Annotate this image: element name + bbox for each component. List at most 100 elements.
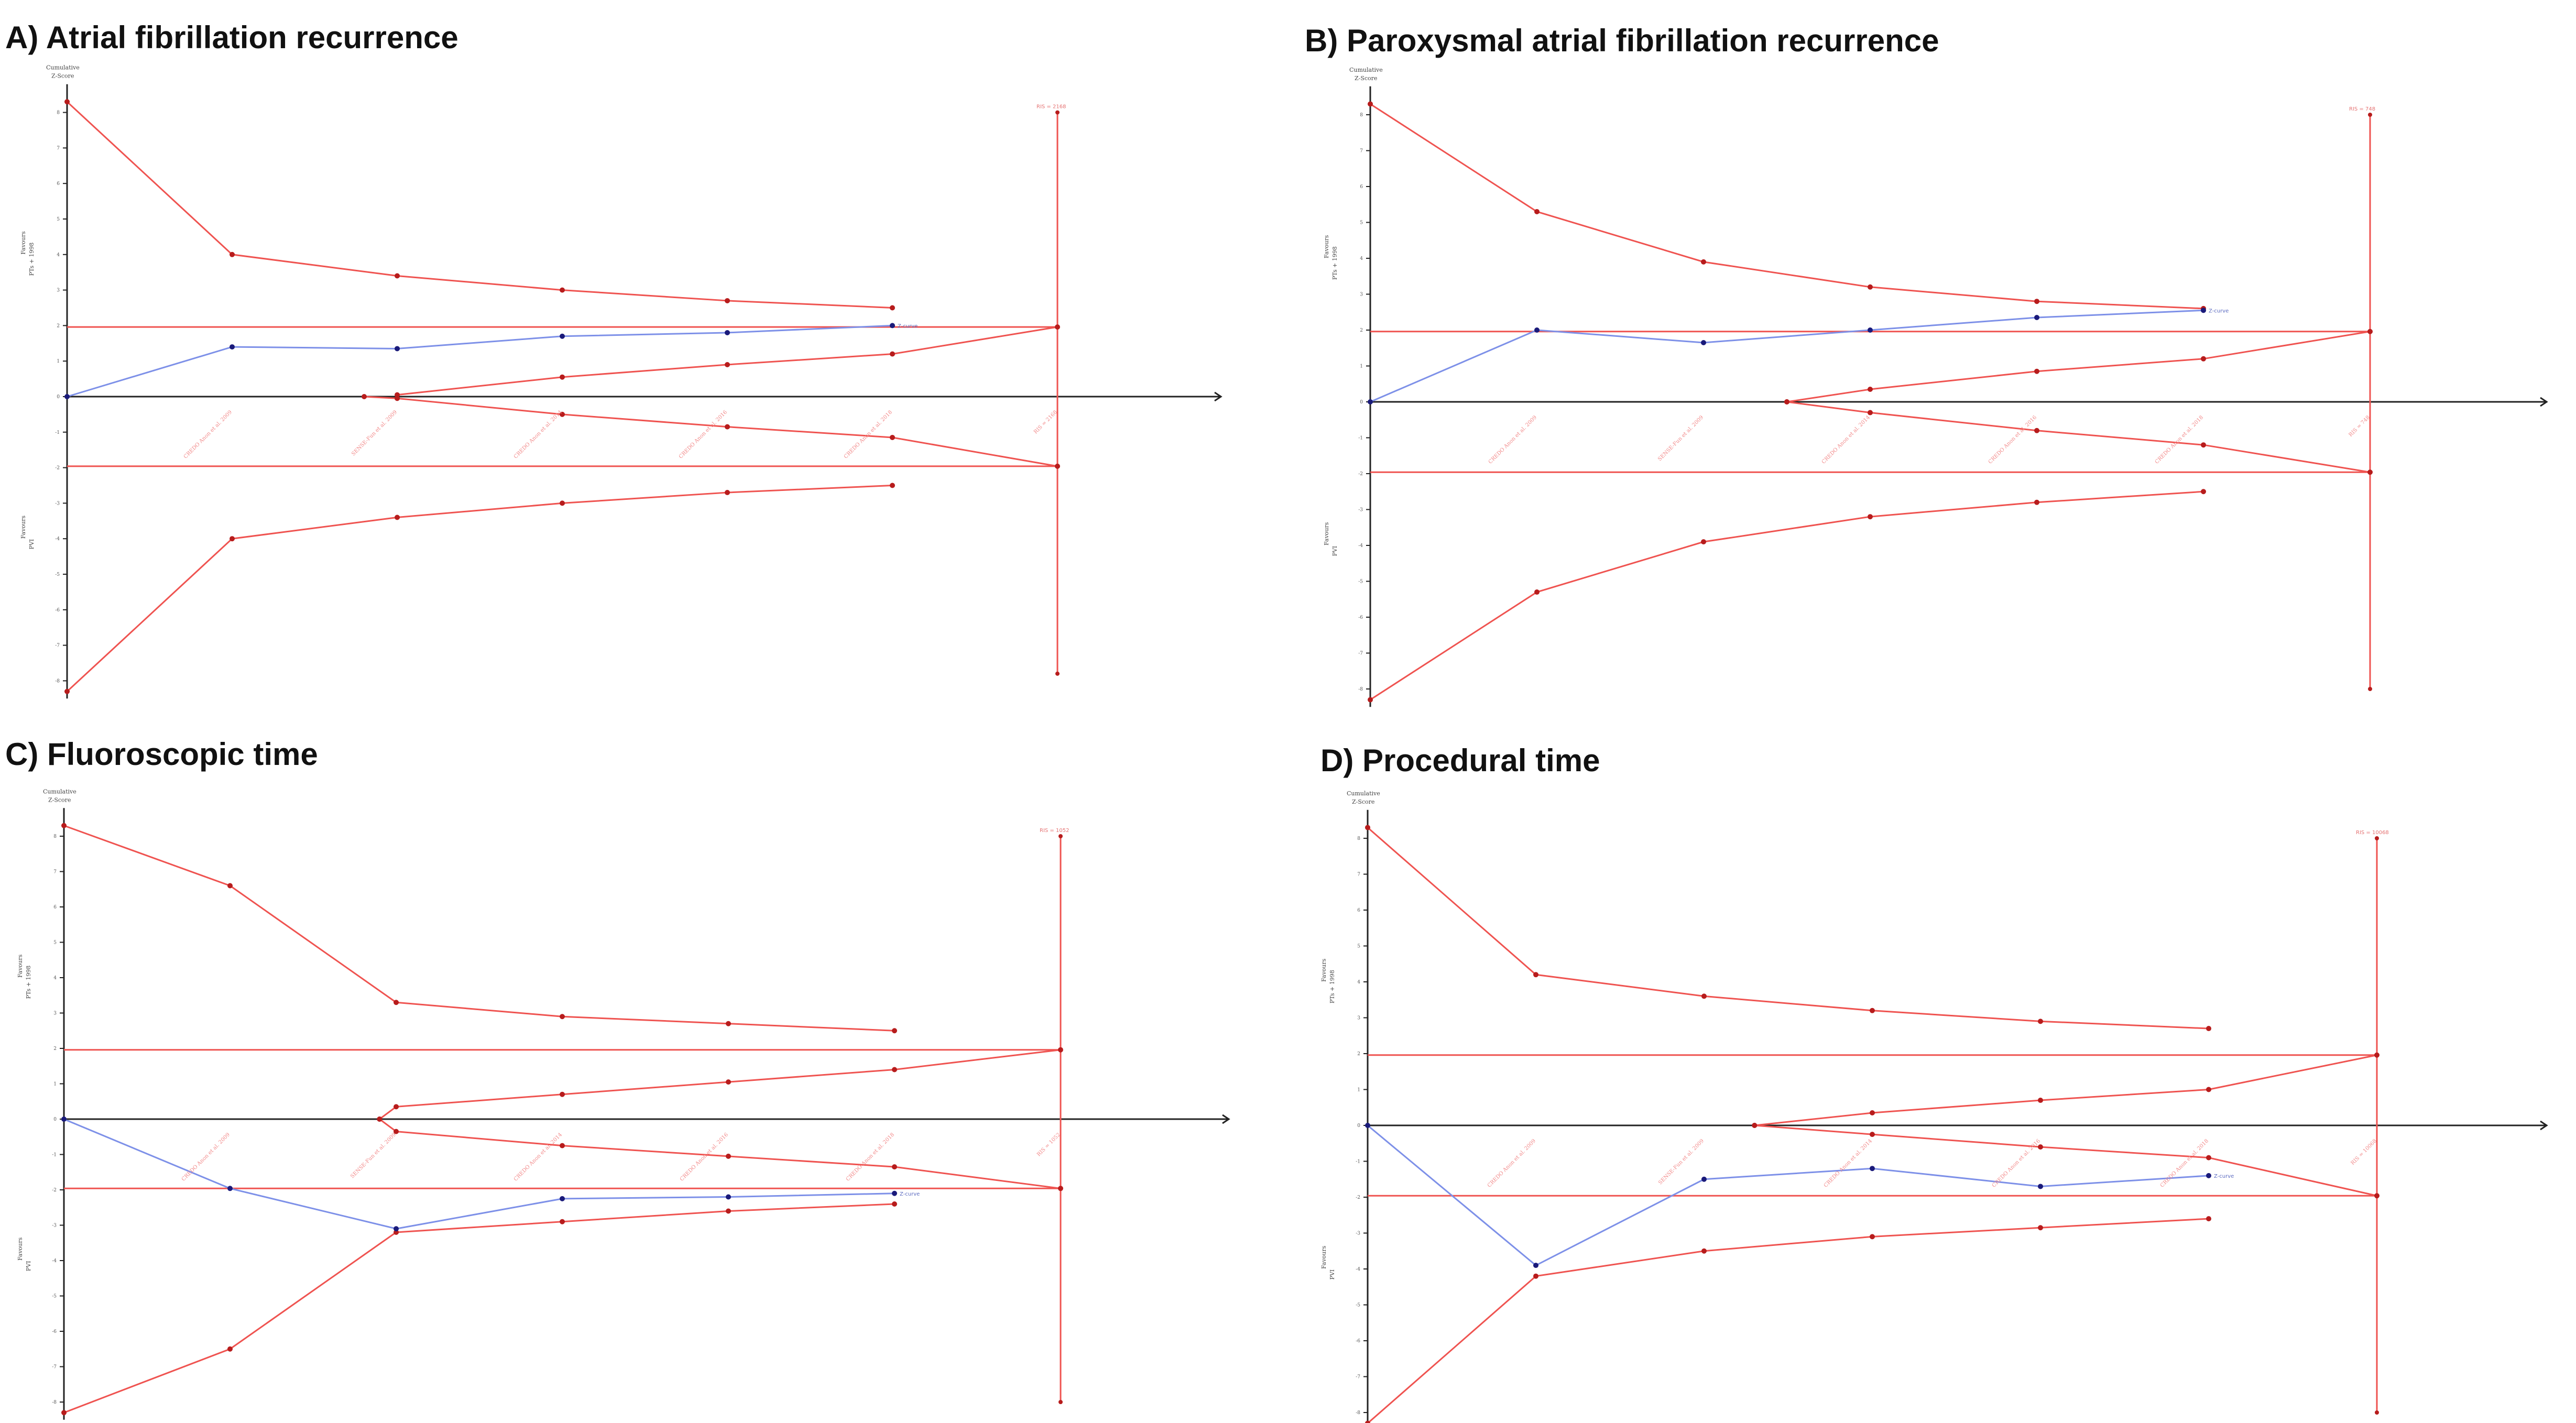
panel-c-z-curve-point bbox=[227, 1186, 233, 1191]
panel-a-z-curve-point bbox=[395, 346, 400, 352]
panel-d-futility-lower-point bbox=[2206, 1155, 2211, 1161]
panel-d-lower-boundary-point bbox=[1365, 1420, 1370, 1423]
panel-d-futility-upper-line bbox=[1754, 1054, 2377, 1126]
panel-d-y-tick-label: 6 bbox=[1357, 908, 1360, 913]
panel-c-favours-lower-sub: PVI bbox=[25, 1261, 32, 1272]
panel-c-cumulative-label: Cumulative bbox=[43, 788, 77, 795]
panel-b-trial-label: SENSE-Fun et al. 2009 bbox=[1657, 414, 1705, 462]
panel-b-lower-boundary-line bbox=[1370, 490, 2204, 700]
panel-b-futility-lower-point bbox=[2201, 442, 2206, 448]
panel-d-favours-upper-sub: PTs + 1998 bbox=[1329, 970, 1336, 1003]
panel-b-y-tick-label: 7 bbox=[1360, 149, 1363, 154]
panel-c-y-tick-label: 5 bbox=[53, 940, 57, 946]
panel-c-z-curve-line bbox=[63, 1118, 895, 1230]
panel-a-futility-lower-point bbox=[362, 394, 367, 399]
panel-c-futility-lower-point bbox=[1058, 1186, 1063, 1191]
panel-d-lower-boundary-point bbox=[1533, 1273, 1538, 1279]
panel-c-lower-boundary-point bbox=[61, 1410, 67, 1416]
panel-a-trial-label: SENSE-Fun et al. 2009 bbox=[351, 409, 398, 457]
panel-d-ris-label: RIS = 10068 bbox=[2356, 830, 2389, 836]
panel-b-lower-boundary-point bbox=[1534, 589, 1540, 595]
panel-a-favours-lower-sub: PVI bbox=[28, 539, 35, 550]
panel-a-z-curve-line bbox=[67, 324, 893, 398]
panel-d-futility-lower-point bbox=[1870, 1132, 1875, 1137]
panel-d-y-tick-label: 2 bbox=[1357, 1052, 1360, 1057]
panel-b-futility-lower-point bbox=[1868, 410, 1873, 415]
panel-b-y-tick-label: -5 bbox=[1358, 579, 1363, 585]
panel-c-trial-label: CREDO Anon et al. 2014 bbox=[513, 1132, 563, 1182]
panel-c-lower-boundary-point bbox=[892, 1201, 897, 1207]
panel-c-upper-boundary-point bbox=[892, 1028, 897, 1034]
panel-c-trial-label: SENSE-Fun et al. 2009 bbox=[350, 1132, 397, 1179]
panel-d-z-curve-line bbox=[1367, 1124, 2209, 1266]
panel-c-z-curve-point bbox=[892, 1190, 897, 1196]
panel-b-y-tick-label: 4 bbox=[1360, 256, 1363, 261]
panel-a-z-curve-point bbox=[230, 344, 235, 350]
panel-c-y-tick-label: -8 bbox=[52, 1400, 57, 1405]
panel-a-y-tick-label: -3 bbox=[55, 501, 60, 506]
panel-c-upper-boundary-point bbox=[726, 1021, 731, 1026]
panel-d-y-tick-label: -2 bbox=[1356, 1195, 1360, 1200]
panel-a-futility-upper-point bbox=[725, 362, 730, 367]
panel-d-futility-upper-point bbox=[2206, 1087, 2211, 1092]
panel-d-z-curve-point bbox=[1701, 1176, 1707, 1182]
panel-a-z-curve-point bbox=[64, 394, 70, 399]
panel-c-ris-axis-label: RIS = 1052 bbox=[1036, 1132, 1062, 1157]
panel-d-trial-label: CREDO Anon et al. 2018 bbox=[2159, 1138, 2210, 1188]
panel-d-z-curve-label: Z-curve bbox=[2214, 1174, 2234, 1179]
panel-a-lower-boundary-point bbox=[230, 536, 235, 542]
panel-a-lower-boundary-line bbox=[66, 485, 893, 692]
panel-b-ris-top-point bbox=[2368, 113, 2372, 117]
panel-c-z-curve-point bbox=[394, 1226, 399, 1232]
panel-d-z-curve-point bbox=[2206, 1173, 2211, 1178]
panel-b-z-curve-point bbox=[1368, 399, 1373, 404]
panel-d-ris-axis-label: RIS = 10068 bbox=[2350, 1138, 2378, 1166]
panel-b-y-tick-label: 6 bbox=[1360, 184, 1363, 190]
panel-a-lower-boundary-point bbox=[560, 500, 565, 506]
panel-c-y-tick-label: 4 bbox=[53, 976, 57, 981]
panel-a-z-curve-point bbox=[560, 333, 565, 339]
panel-b-z-curve-point bbox=[1534, 327, 1540, 333]
panel-a-trial-label: CREDO Anon et al. 2009 bbox=[183, 409, 233, 459]
panel-b-lower-boundary-point bbox=[2034, 499, 2039, 505]
panel-a-futility-lower-point bbox=[725, 424, 730, 430]
panel-c-zscore-label: Z-Score bbox=[48, 796, 71, 803]
panel-a-futility-lower-point bbox=[560, 411, 565, 417]
panel-c-ris-label: RIS = 1052 bbox=[1040, 828, 1069, 834]
panel-b-upper-boundary-point bbox=[1701, 259, 1706, 265]
panel-d-z-curve-point bbox=[1533, 1263, 1538, 1268]
panel-d-futility-lower-point bbox=[1752, 1123, 1758, 1128]
panel-a-upper-boundary-point bbox=[560, 287, 565, 293]
panel-b-title: B) Paroxysmal atrial fibrillation recurr… bbox=[1305, 23, 1939, 58]
panel-c-futility-lower-point bbox=[892, 1164, 897, 1170]
panel-c-y-tick-label: 6 bbox=[53, 905, 57, 910]
panel-c: C) Fluoroscopic time -8 -7 -6 -5 -4 -3 -2 -1 0 1 2… bbox=[5, 737, 1230, 1420]
panel-a-z-curve-point bbox=[725, 330, 730, 335]
panel-c-futility-upper-point bbox=[560, 1091, 565, 1097]
panel-b-z-curve-point bbox=[2034, 315, 2039, 321]
panel-a-zscore-label: Z-Score bbox=[51, 73, 74, 80]
panel-a-y-tick-label: 7 bbox=[57, 146, 60, 151]
panel-c-y-tick-label: -2 bbox=[52, 1188, 57, 1193]
panel-d-y-tick-label: -4 bbox=[1356, 1267, 1360, 1272]
panel-c-y-tick-label: -1 bbox=[52, 1153, 57, 1158]
panel-a-upper-boundary-point bbox=[890, 305, 895, 311]
panel-a-y-tick-label: 1 bbox=[57, 359, 60, 364]
panel-a-y-tick-label: 4 bbox=[57, 253, 60, 258]
panel-d-lower-boundary-point bbox=[1870, 1234, 1875, 1240]
panel-c-z-curve-point bbox=[560, 1196, 565, 1201]
panel-a-y-tick-label: 2 bbox=[57, 323, 60, 329]
panel-a-z-curve-label: Z-curve bbox=[898, 323, 918, 329]
panel-c-upper-boundary-point bbox=[61, 823, 67, 828]
panel-c-trial-label: CREDO Anon et al. 2018 bbox=[845, 1132, 896, 1182]
panel-a-z-curve-point bbox=[890, 323, 895, 329]
panel-b-cumulative-label: Cumulative bbox=[1349, 67, 1383, 73]
panel-c-futility-upper-point bbox=[892, 1067, 897, 1072]
panel-c-y-tick-label: 7 bbox=[53, 870, 57, 875]
panel-c-x-axis-arrow bbox=[1222, 1114, 1230, 1124]
panel-c-z-curve-point bbox=[726, 1194, 731, 1200]
panel-c-futility-lower-point bbox=[726, 1153, 731, 1159]
panel-c-futility-upper-line bbox=[379, 1049, 1061, 1120]
panel-c-upper-boundary-point bbox=[227, 883, 233, 889]
